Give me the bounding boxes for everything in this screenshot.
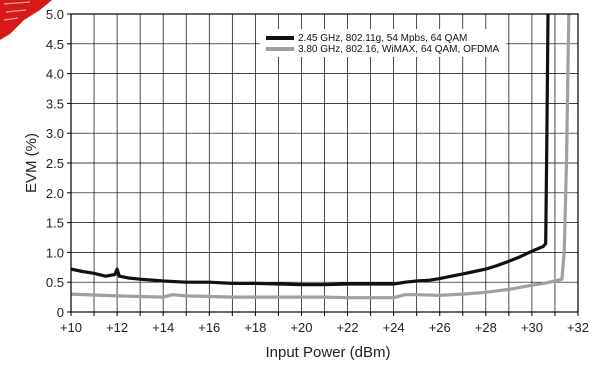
y-tick-label: 3.0 <box>46 126 64 141</box>
legend-label-series-2: 3.80 GHz, 802.16, WiMAX, 64 QAM, OFDMA <box>298 44 500 55</box>
y-axis-title: EVM (%) <box>23 133 40 193</box>
legend: 2.45 GHz, 802.11g, 54 Mpbs, 64 QAM 3.80 … <box>260 29 506 57</box>
y-tick-labels: 0 0.5 1.0 1.5 2.0 2.5 3.0 3.5 4.0 4.5 5.0 <box>46 7 64 320</box>
y-tick-label: 2.0 <box>46 186 64 201</box>
x-tick-label: +18 <box>244 320 266 335</box>
y-tick-label: 4.5 <box>46 37 64 52</box>
legend-box <box>260 29 506 57</box>
x-tick-labels: +10 +12 +14 +16 +18 +20 +22 +24 +26 +28 +30 +32 <box>60 320 589 335</box>
x-tick-label: +10 <box>60 320 82 335</box>
series-line-2 <box>71 14 571 300</box>
y-tick-label: 5.0 <box>46 7 64 22</box>
x-tick-label: +28 <box>475 320 497 335</box>
red-stamp-mark <box>0 0 52 40</box>
y-tick-label: 4.0 <box>46 67 64 82</box>
x-tick-label: +30 <box>521 320 543 335</box>
x-tick-label: +20 <box>290 320 312 335</box>
y-tick-label: 0.5 <box>46 275 64 290</box>
x-tick-label: +12 <box>106 320 128 335</box>
y-tick-label: 3.5 <box>46 96 64 111</box>
y-tick-label: 0 <box>57 305 64 320</box>
x-tick-label: +16 <box>198 320 220 335</box>
plot-frame <box>70 13 579 313</box>
x-tick-label: +26 <box>429 320 451 335</box>
series-lines <box>71 14 571 300</box>
y-tick-label: 1.0 <box>46 245 64 260</box>
series-line-1 <box>71 14 550 287</box>
x-tick-label: +24 <box>383 320 405 335</box>
x-axis-title: Input Power (dBm) <box>265 344 390 361</box>
x-tick-label: +32 <box>567 320 589 335</box>
grid-lines <box>67 13 579 316</box>
legend-label-series-1: 2.45 GHz, 802.11g, 54 Mpbs, 64 QAM <box>298 33 467 44</box>
x-tick-label: +14 <box>152 320 174 335</box>
y-tick-label: 1.5 <box>46 216 64 231</box>
y-tick-label: 2.5 <box>46 156 64 171</box>
x-tick-label: +22 <box>337 320 359 335</box>
